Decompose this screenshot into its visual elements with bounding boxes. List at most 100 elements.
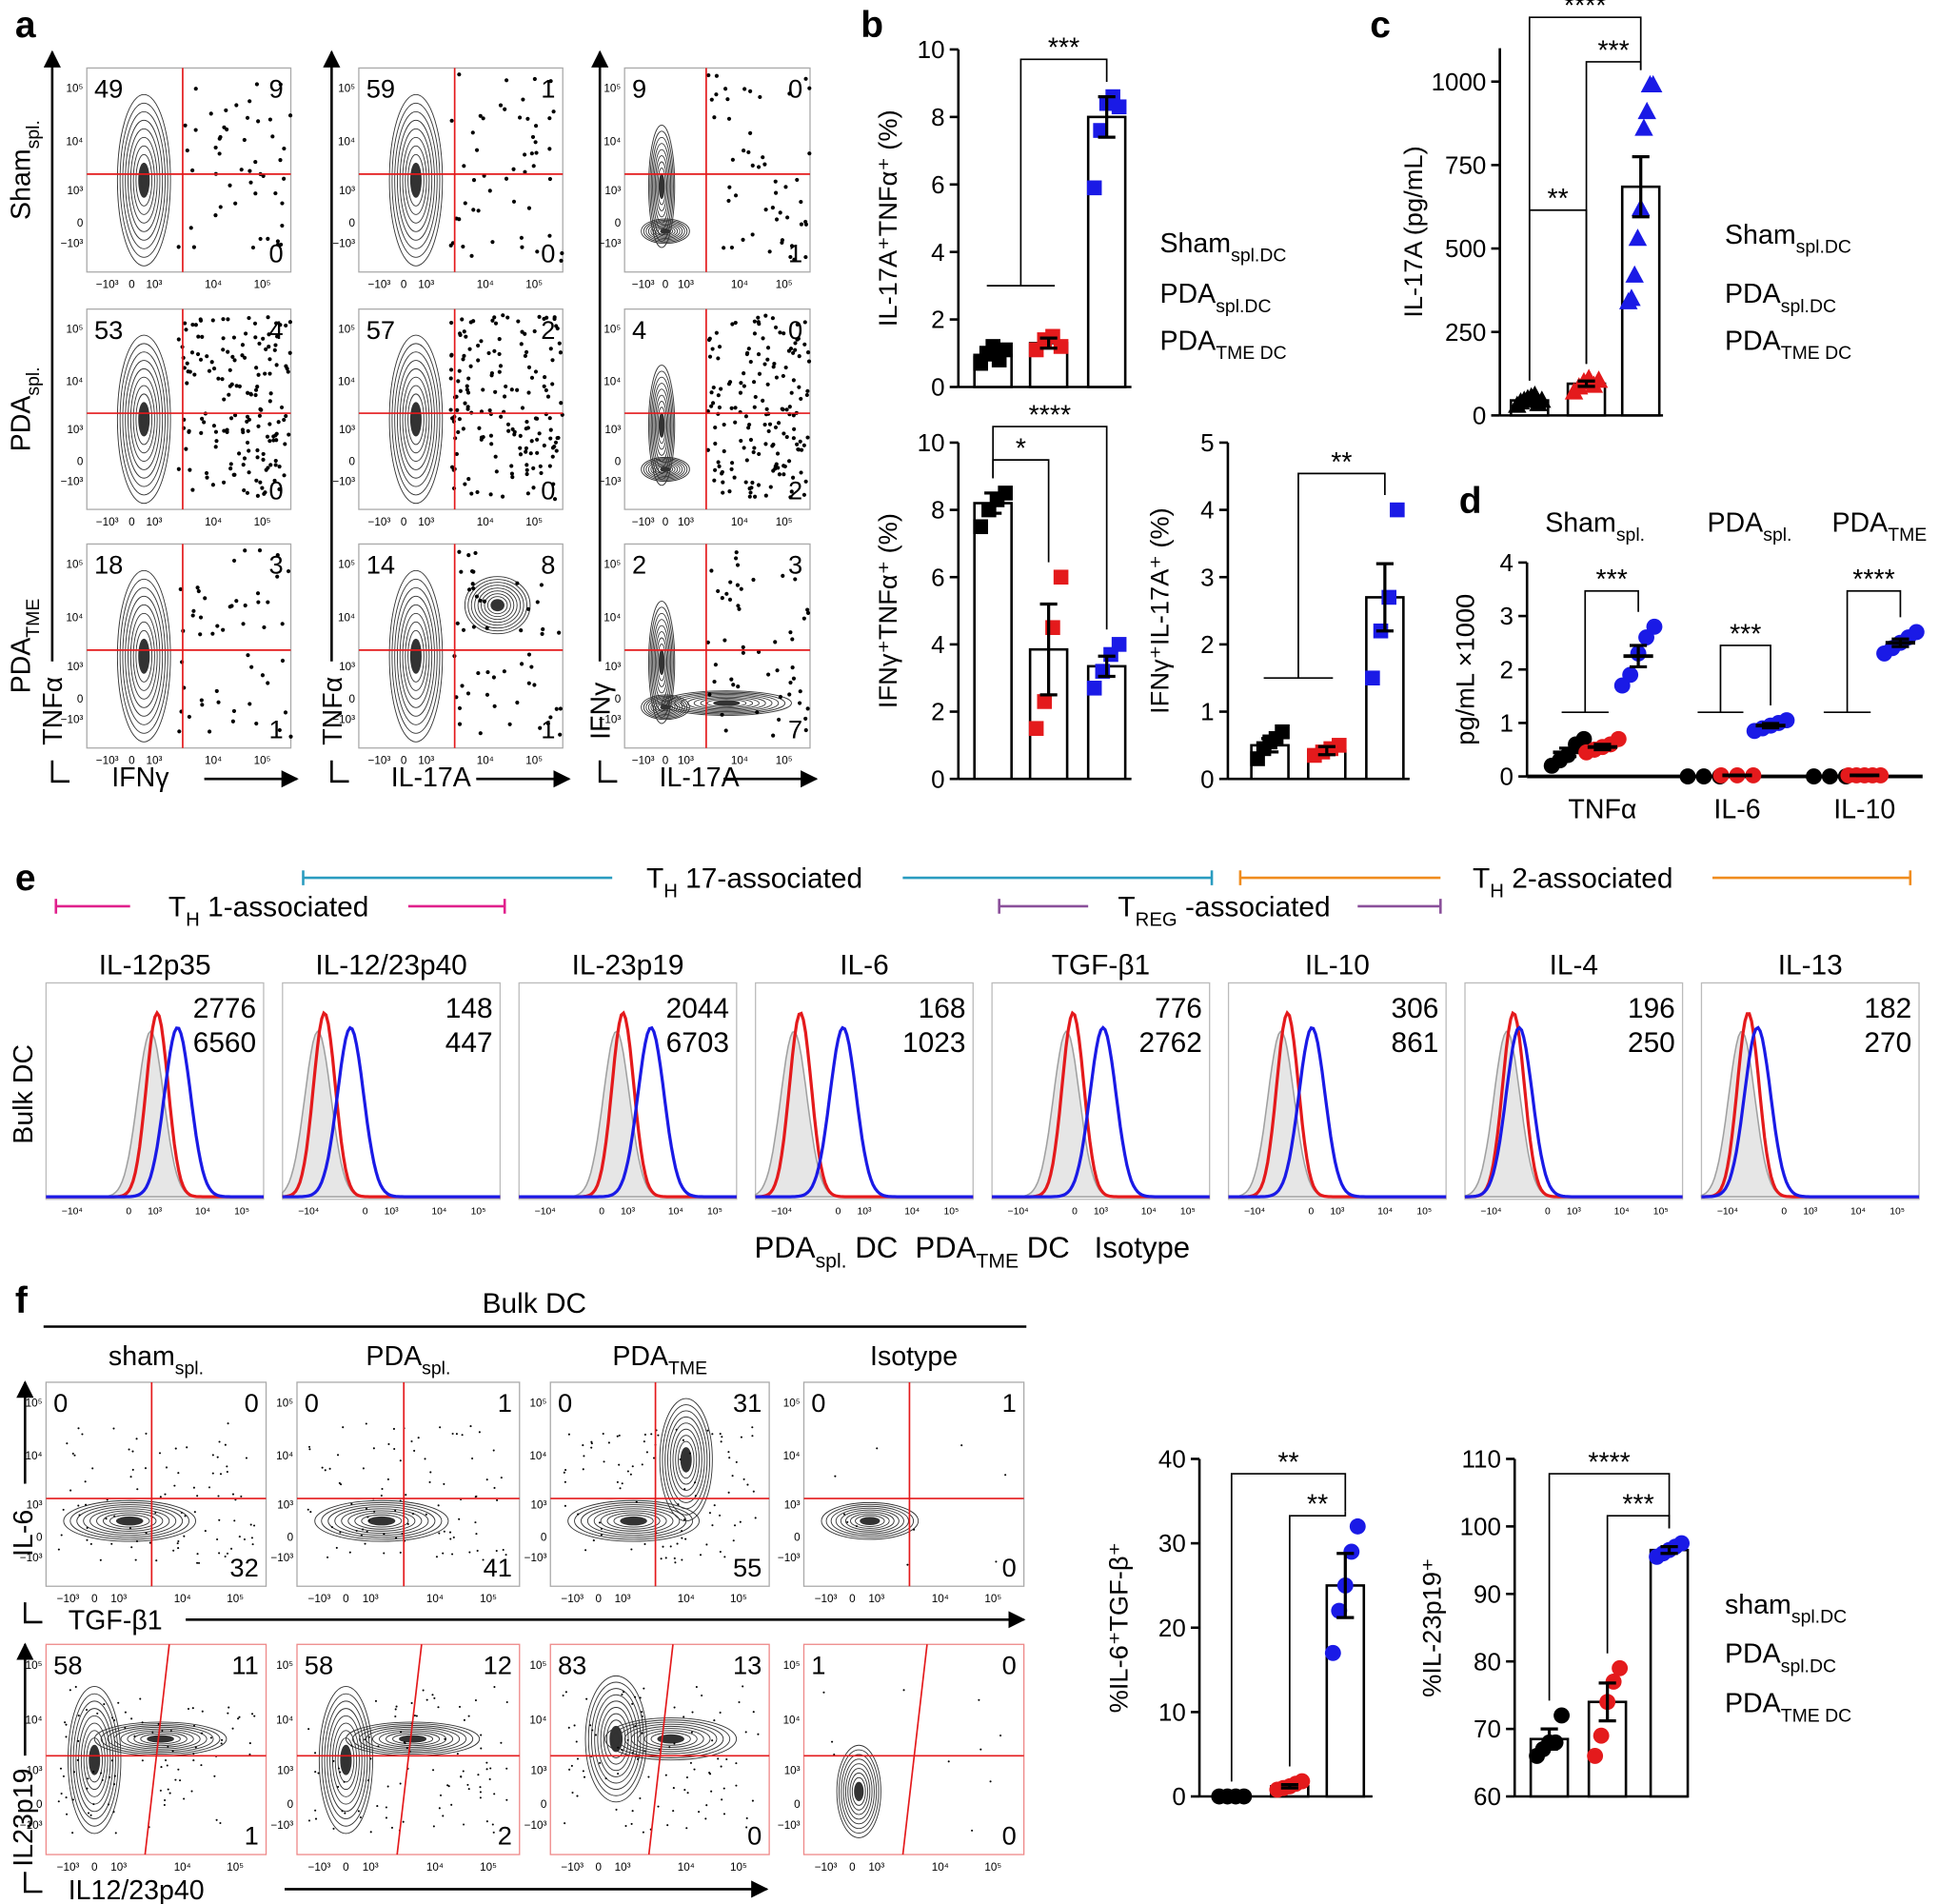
event-dot <box>244 331 248 336</box>
contour <box>140 1733 181 1745</box>
event-dot <box>487 407 492 413</box>
flow-y-tick: 10⁴ <box>338 375 355 387</box>
contour <box>656 400 668 450</box>
event-dot <box>518 446 523 450</box>
event-dot <box>185 148 189 153</box>
legend-entry: PDAspl.DC <box>1159 279 1271 317</box>
event-dot <box>739 438 743 444</box>
event-dot <box>193 323 198 327</box>
event-dot <box>208 111 213 116</box>
event-dot <box>210 318 215 323</box>
event-dot <box>793 341 798 346</box>
contour <box>657 407 666 445</box>
contour <box>650 612 673 712</box>
data-point <box>1086 180 1102 196</box>
event-dot <box>742 87 747 91</box>
event-dot <box>262 625 267 630</box>
event-dot <box>801 616 806 621</box>
event-dot <box>603 1460 605 1463</box>
y-axis-label: pg/mL ×1000 <box>1450 594 1479 745</box>
event-dot <box>497 337 502 342</box>
event-dot <box>745 1826 748 1829</box>
histogram-x-tick: 10⁴ <box>1141 1206 1157 1217</box>
event-dot <box>190 323 195 327</box>
histogram-frame <box>282 982 502 1200</box>
event-dot <box>267 371 272 376</box>
event-dot <box>476 343 481 348</box>
event-dot <box>457 217 462 222</box>
event-dot <box>558 706 563 711</box>
event-dot <box>664 1557 667 1559</box>
data-point <box>1332 738 1347 753</box>
event-dot <box>124 1711 127 1714</box>
flow-x-label: IL-17A <box>391 763 471 793</box>
comparison-label: **** <box>1852 565 1894 595</box>
event-dot <box>479 1786 482 1789</box>
y-tick-label: 5 <box>1200 428 1214 457</box>
legend-entry-rest: DC <box>1019 1231 1070 1264</box>
event-dot <box>221 336 226 341</box>
contour <box>96 1510 164 1532</box>
event-dot <box>635 1500 638 1503</box>
event-dot <box>751 1799 754 1802</box>
event-dot <box>144 1467 148 1470</box>
event-dot <box>669 1545 672 1548</box>
event-dot <box>324 1469 326 1472</box>
event-dot <box>562 1695 564 1697</box>
data-point <box>1349 1517 1366 1535</box>
event-dot <box>277 465 282 469</box>
event-dot <box>258 236 263 241</box>
histogram-frame <box>991 982 1211 1200</box>
contour <box>396 119 435 241</box>
event-dot <box>267 345 271 349</box>
event-dot <box>698 1811 701 1814</box>
event-dot <box>494 469 499 474</box>
contour <box>840 1509 900 1533</box>
y-tick-label: 3 <box>1499 602 1513 630</box>
event-dot <box>771 733 776 738</box>
event-dot <box>381 1487 384 1491</box>
event-dot <box>194 1746 197 1749</box>
event-dot <box>278 323 283 327</box>
legend-entry: PDAspl.DC <box>1725 279 1836 317</box>
column-header: Isotype <box>870 1341 958 1372</box>
event-dot <box>799 396 803 401</box>
event-dot <box>439 1794 443 1796</box>
contour <box>72 1700 116 1819</box>
event-dot <box>582 1770 584 1773</box>
event-dot <box>570 1764 573 1767</box>
event-dot <box>529 439 534 444</box>
event-dot <box>238 1716 241 1718</box>
y-tick-label: 0 <box>931 373 944 402</box>
event-dot <box>399 1459 402 1462</box>
quadrant-value: 11 <box>231 1650 258 1679</box>
flow-x-tick: 10⁵ <box>525 755 543 767</box>
event-dot <box>500 494 505 499</box>
event-dot <box>213 145 218 150</box>
contour <box>391 578 441 734</box>
event-dot <box>537 314 542 319</box>
quadrant-value: 0 <box>541 476 555 506</box>
event-dot <box>790 665 795 670</box>
event-dot <box>332 1759 335 1762</box>
contour <box>649 370 674 480</box>
event-dot <box>717 1757 720 1760</box>
quadrant-value: 0 <box>269 238 284 268</box>
event-dot <box>461 1434 464 1437</box>
contour <box>839 1749 880 1834</box>
event-dot <box>797 385 801 389</box>
contour <box>76 1504 184 1538</box>
group-label-main: T <box>646 863 663 894</box>
event-dot <box>456 379 461 384</box>
event-dot <box>113 1515 116 1517</box>
event-dot <box>791 378 796 383</box>
flow-x-tick: 0 <box>596 1593 603 1605</box>
y-tick-label: 0 <box>1473 401 1486 429</box>
y-tick-label: 2 <box>1200 630 1214 659</box>
event-dot <box>495 1550 498 1553</box>
legend-entry-main: PDA <box>1159 327 1216 357</box>
row-label-main: PDA <box>6 396 36 452</box>
event-dot <box>547 416 552 421</box>
contour <box>128 604 161 708</box>
event-dot <box>217 136 222 141</box>
